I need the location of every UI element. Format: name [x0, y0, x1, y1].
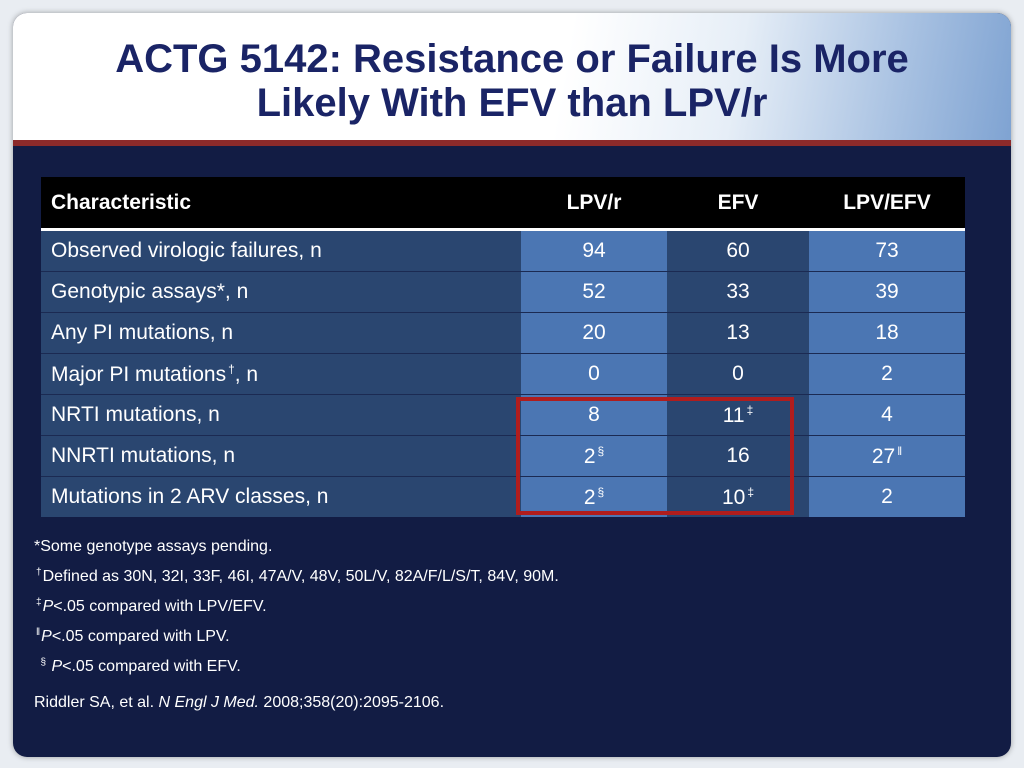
header-lpv: LPV/r	[521, 177, 667, 230]
row-label: Genotypic assays*, n	[41, 271, 521, 313]
cell-efv: 16	[667, 435, 809, 477]
dagger-marker: †	[228, 361, 235, 376]
footnotes: *Some genotype assays pending. †Defined …	[34, 534, 559, 680]
table-row: Any PI mutations, n 20 13 18	[41, 312, 965, 354]
table-row: Mutations in 2 ARV classes, n 2 § 10 ‡ 2	[41, 476, 965, 517]
cell-value: 27	[871, 444, 896, 468]
citation-details: 2008;358(20):2095-2106.	[258, 694, 445, 711]
title-line-1: ACTG 5142: Resistance or Failure Is More	[115, 37, 909, 81]
cell-value: 11	[722, 403, 745, 427]
cell-ratio: 73	[809, 228, 965, 272]
slide-title: ACTG 5142: Resistance or Failure Is More…	[13, 37, 1011, 125]
double-dagger-marker: ‡	[36, 597, 42, 608]
cell-ratio: 27 ǁ	[809, 435, 965, 477]
row-label: Mutations in 2 ARV classes, n	[41, 476, 521, 517]
table-header-row: Characteristic LPV/r EFV LPV/EFV	[41, 177, 965, 230]
footnote-efv: § P<.05 compared with EFV.	[34, 650, 559, 680]
table-row: Observed virologic failures, n 94 60 73	[41, 228, 965, 272]
results-table: Characteristic LPV/r EFV LPV/EFV Observe…	[41, 177, 965, 517]
footnote-lpv-efv: ‡P<.05 compared with LPV/EFV.	[34, 590, 559, 620]
cell-lpv: 8	[521, 394, 667, 436]
dagger-marker: †	[36, 567, 42, 578]
row-label: Observed virologic failures, n	[41, 228, 521, 272]
citation-journal: N Engl J Med.	[158, 694, 259, 711]
header-efv: EFV	[667, 177, 809, 230]
cell-lpv: 2 §	[521, 435, 667, 477]
footnote-text: <.05 compared with LPV.	[51, 628, 230, 645]
citation-authors: Riddler SA, et al.	[34, 694, 159, 711]
table-row: Genotypic assays*, n 52 33 39	[41, 271, 965, 313]
footnote-text: <.05 compared with LPV/EFV.	[53, 598, 267, 615]
cell-ratio: 2	[809, 353, 965, 395]
cell-efv: 60	[667, 228, 809, 272]
cell-efv: 33	[667, 271, 809, 313]
row-label-suffix: , n	[234, 362, 259, 386]
row-label: NRTI mutations, n	[41, 394, 521, 436]
cell-lpv: 0	[521, 353, 667, 395]
p-symbol: P	[51, 658, 63, 675]
footnote-text: Defined as 30N, 32I, 33F, 46I, 47A/V, 48…	[42, 568, 559, 585]
double-dagger-marker: ‡	[746, 402, 754, 417]
footnote-pending: *Some genotype assays pending.	[34, 538, 273, 555]
p-symbol: P	[41, 628, 52, 645]
cell-ratio: 4	[809, 394, 965, 436]
cell-efv: 13	[667, 312, 809, 354]
section-marker: §	[597, 443, 605, 458]
cell-value: 10	[721, 485, 746, 509]
highlight-box	[516, 397, 794, 515]
cell-efv: 0	[667, 353, 809, 395]
row-label-text: Major PI mutations	[51, 362, 227, 386]
footnote-defined: †Defined as 30N, 32I, 33F, 46I, 47A/V, 4…	[34, 560, 559, 590]
cell-lpv: 20	[521, 312, 667, 354]
cell-value: 2	[583, 444, 596, 468]
table-row: Major PI mutations †, n 0 0 2	[41, 353, 965, 395]
header-characteristic: Characteristic	[41, 177, 521, 230]
cell-ratio: 2	[809, 476, 965, 517]
table-row: NRTI mutations, n 8 11 ‡ 4	[41, 394, 965, 436]
cell-lpv: 2 §	[521, 476, 667, 517]
section-marker: §	[40, 657, 47, 668]
header-divider	[13, 140, 1011, 146]
row-label: Any PI mutations, n	[41, 312, 521, 354]
parallel-marker: ǁ	[897, 443, 903, 458]
section-marker: §	[597, 484, 605, 499]
citation: Riddler SA, et al. N Engl J Med. 2008;35…	[34, 694, 444, 712]
cell-efv: 10 ‡	[667, 476, 809, 517]
title-line-2: Likely With EFV than LPV/r	[256, 81, 768, 125]
p-symbol: P	[42, 598, 54, 615]
cell-ratio: 18	[809, 312, 965, 354]
row-label: NNRTI mutations, n	[41, 435, 521, 477]
cell-lpv: 94	[521, 228, 667, 272]
cell-lpv: 52	[521, 271, 667, 313]
footnote-lpv: ǁP<.05 compared with LPV.	[34, 620, 559, 650]
row-label: Major PI mutations †, n	[41, 353, 521, 395]
cell-ratio: 39	[809, 271, 965, 313]
table-row: NNRTI mutations, n 2 § 16 27 ǁ	[41, 435, 965, 477]
double-dagger-marker: ‡	[747, 484, 755, 499]
header-ratio: LPV/EFV	[809, 177, 965, 230]
title-header: ACTG 5142: Resistance or Failure Is More…	[13, 13, 1011, 140]
footnote-text: <.05 compared with EFV.	[62, 658, 241, 675]
parallel-marker: ǁ	[36, 627, 41, 638]
cell-value: 2	[583, 485, 596, 509]
